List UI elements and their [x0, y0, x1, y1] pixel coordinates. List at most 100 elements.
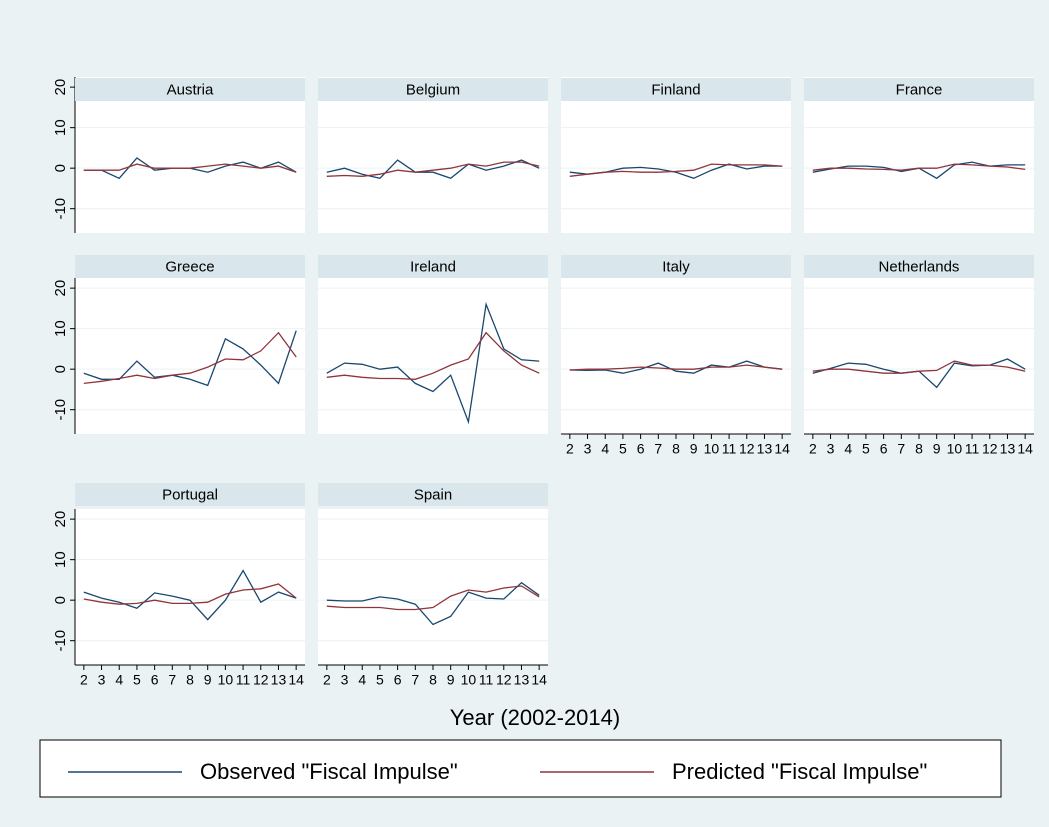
- y-tick-label: 10: [52, 320, 69, 337]
- x-tick-label: 4: [844, 441, 852, 457]
- x-tick-label: 14: [1017, 441, 1033, 457]
- x-tick-label: 9: [933, 441, 941, 457]
- x-tick-label: 11: [236, 672, 251, 688]
- panel-strip: [804, 255, 1034, 278]
- x-tick-label: 11: [479, 672, 494, 688]
- x-tick-label: 5: [862, 441, 870, 457]
- panel-strip: [561, 78, 791, 101]
- x-tick-label: 9: [447, 672, 455, 688]
- x-tick-label: 6: [394, 672, 402, 688]
- x-tick-label: 12: [739, 441, 755, 457]
- panel-strip: [561, 255, 791, 278]
- panel-title: Ireland: [410, 258, 456, 275]
- y-tick-label: -10: [52, 630, 69, 652]
- x-tick-label: 11: [722, 441, 737, 457]
- panel-strip: [75, 255, 305, 278]
- y-tick-label: 0: [52, 365, 69, 373]
- x-tick-label: 3: [827, 441, 835, 457]
- x-tick-label: 12: [253, 672, 269, 688]
- y-tick-label: 10: [52, 119, 69, 136]
- x-tick-label: 5: [133, 672, 141, 688]
- plot-area: [318, 278, 548, 434]
- x-tick-label: 14: [288, 672, 304, 688]
- series-line: [569, 163, 783, 177]
- x-tick-label: 3: [584, 441, 592, 457]
- x-tick-label: 13: [271, 672, 287, 688]
- plot-area: [804, 278, 1034, 434]
- x-tick-label: 3: [341, 672, 349, 688]
- plot-area: [75, 77, 305, 233]
- x-tick-label: 10: [704, 441, 720, 457]
- panel-title: Portugal: [162, 486, 218, 503]
- series-line: [569, 364, 783, 371]
- panel-strip: [318, 255, 548, 278]
- x-tick-label: 7: [654, 441, 662, 457]
- series-line: [326, 159, 540, 180]
- x-tick-label: 12: [982, 441, 998, 457]
- panel-title: Spain: [414, 486, 452, 503]
- x-tick-label: 10: [461, 672, 477, 688]
- y-tick-label: -10: [52, 198, 69, 220]
- plot-area: [561, 77, 791, 233]
- panel-title: Netherlands: [879, 258, 960, 275]
- panel-strip: [75, 483, 305, 506]
- y-tick-label: 20: [52, 280, 69, 297]
- x-tick-label: 11: [965, 441, 980, 457]
- x-tick-label: 13: [1000, 441, 1016, 457]
- series-line: [83, 330, 297, 387]
- plot-area: [75, 509, 305, 665]
- x-tick-label: 2: [566, 441, 574, 457]
- x-tick-label: 6: [151, 672, 159, 688]
- panel-title: Italy: [662, 258, 690, 275]
- plot-area: [561, 278, 791, 434]
- y-tick-label: 20: [52, 79, 69, 96]
- series-line: [326, 331, 540, 380]
- legend-box: [39, 739, 1002, 798]
- plot-area: [318, 77, 548, 233]
- x-tick-label: 5: [376, 672, 384, 688]
- series-line: [83, 331, 297, 385]
- y-tick-label: 10: [52, 551, 69, 568]
- x-tick-label: 7: [411, 672, 419, 688]
- panel-strip: [75, 78, 305, 101]
- series-line: [326, 301, 540, 425]
- series-line: [83, 569, 297, 621]
- x-tick-label: 14: [531, 672, 547, 688]
- x-tick-label: 8: [915, 441, 923, 457]
- x-tick-label: 13: [757, 441, 773, 457]
- x-tick-label: 3: [98, 672, 106, 688]
- series-line: [569, 360, 783, 374]
- x-tick-label: 6: [637, 441, 645, 457]
- series-line: [812, 360, 1026, 374]
- panel-strip: [804, 78, 1034, 101]
- y-tick-label: 0: [52, 596, 69, 604]
- x-tick-label: 4: [115, 672, 123, 688]
- series-line: [83, 583, 297, 605]
- legend-label: Predicted "Fiscal Impulse": [672, 759, 927, 784]
- legend-label: Observed "Fiscal Impulse": [200, 759, 458, 784]
- plot-area: [75, 278, 305, 434]
- x-tick-label: 5: [619, 441, 627, 457]
- x-tick-label: 7: [897, 441, 905, 457]
- series-line: [812, 163, 1026, 171]
- panel-title: Greece: [165, 258, 214, 275]
- x-tick-label: 8: [429, 672, 437, 688]
- x-tick-label: 2: [323, 672, 331, 688]
- x-tick-label: 2: [809, 441, 817, 457]
- x-tick-label: 13: [514, 672, 530, 688]
- x-tick-label: 2: [80, 672, 88, 688]
- x-tick-label: 12: [496, 672, 512, 688]
- series-line: [326, 581, 540, 626]
- panel-title: Finland: [651, 81, 700, 98]
- y-tick-label: 20: [52, 511, 69, 528]
- series-line: [83, 163, 297, 173]
- panel-title: France: [896, 81, 943, 98]
- x-tick-label: 7: [168, 672, 176, 688]
- x-tick-label: 4: [358, 672, 366, 688]
- x-tick-label: 10: [218, 672, 234, 688]
- series-line: [326, 585, 540, 611]
- x-tick-label: 14: [774, 441, 790, 457]
- panel-strip: [318, 78, 548, 101]
